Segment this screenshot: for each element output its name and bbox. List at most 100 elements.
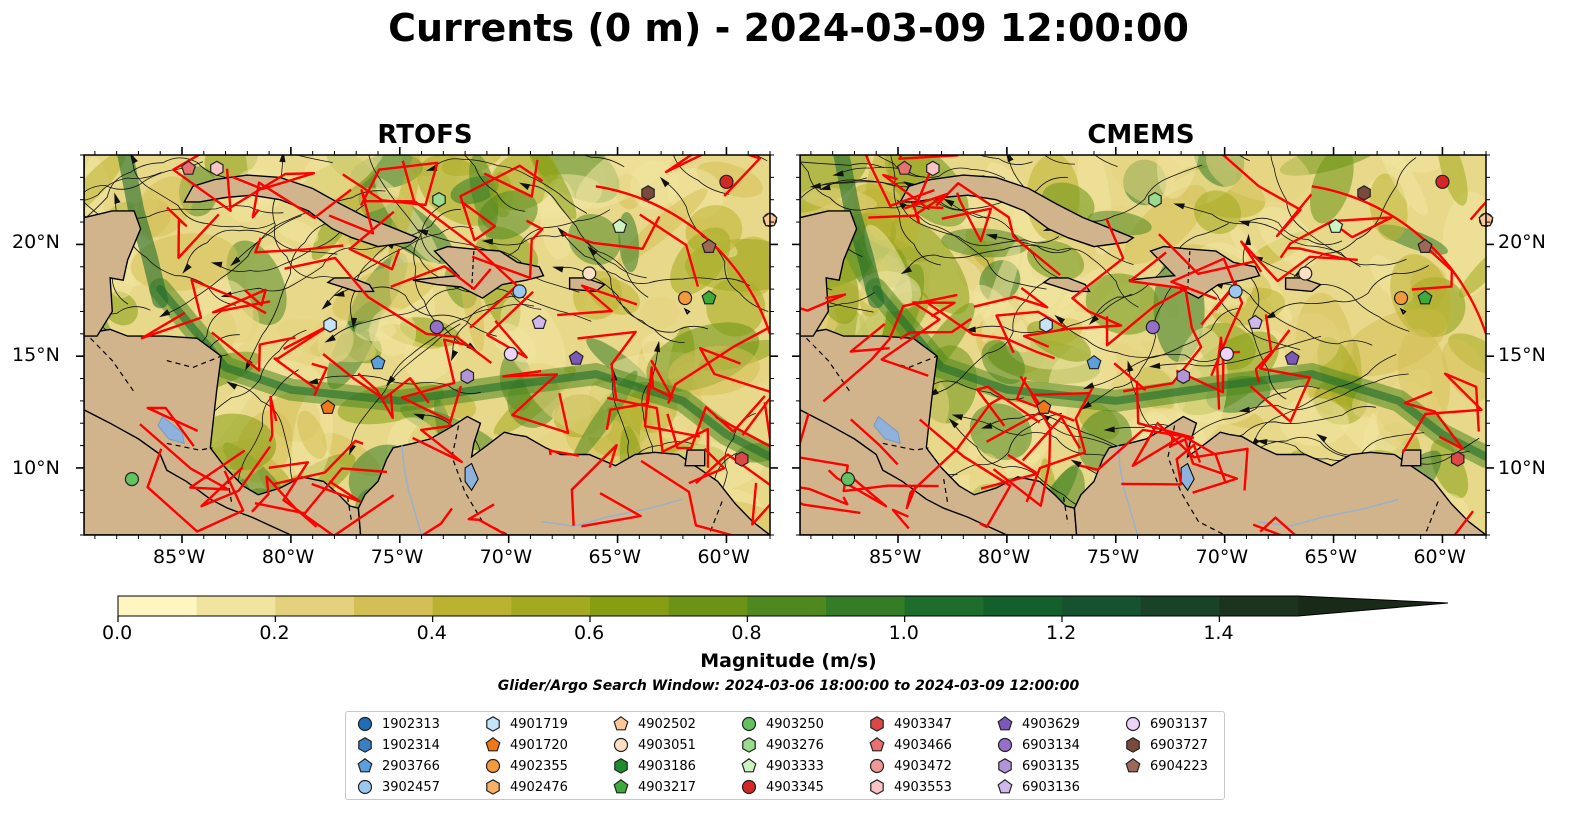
land-yucatan bbox=[800, 155, 858, 337]
legend-marker-icon bbox=[741, 758, 757, 773]
river bbox=[401, 445, 423, 535]
land-isles bbox=[1399, 307, 1407, 315]
float-marker-4903217 bbox=[701, 290, 717, 305]
map-frame bbox=[799, 154, 1487, 536]
legend-marker-4902355 bbox=[485, 758, 501, 774]
y-tick-label-right: 20°N bbox=[1498, 231, 1546, 253]
float-marker-4903217 bbox=[1417, 290, 1433, 305]
legend-label: 6903727 bbox=[1150, 737, 1208, 753]
colorbar-extend-arrow bbox=[1298, 596, 1448, 616]
legend-label: 4903250 bbox=[766, 716, 824, 732]
country-border bbox=[882, 442, 929, 451]
colorbar-bin bbox=[826, 596, 906, 616]
float-marker-4903553 bbox=[926, 160, 940, 177]
legend-label: 4903553 bbox=[894, 779, 952, 795]
legend-label: 4903186 bbox=[638, 758, 696, 774]
legend-marker-icon bbox=[870, 716, 884, 732]
legend-marker-icon bbox=[486, 716, 500, 732]
x-tick-label: 65°W bbox=[588, 546, 642, 568]
boundary-lines bbox=[800, 155, 1486, 535]
legend-marker-4903629 bbox=[997, 716, 1013, 731]
float-marker-4903051 bbox=[582, 266, 597, 281]
float-markers bbox=[124, 160, 778, 487]
land-centralAmerica bbox=[800, 155, 1078, 535]
x-tick-label: 85°W bbox=[869, 546, 922, 568]
legend-item: 6903136 bbox=[996, 777, 1080, 797]
legend-item: 4903276 bbox=[740, 735, 824, 755]
float-marker-6903135 bbox=[460, 368, 475, 385]
colorbar-tick-label: 0.2 bbox=[259, 622, 290, 644]
legend-marker-icon bbox=[357, 716, 373, 732]
legend-marker-icon bbox=[869, 737, 885, 752]
x-tick-label: 75°W bbox=[1086, 546, 1140, 568]
legend-marker-4903051 bbox=[613, 737, 629, 753]
legend-item: 4902355 bbox=[484, 756, 568, 776]
float-marker-2903766 bbox=[1086, 354, 1102, 370]
legend-marker-4902502 bbox=[613, 716, 629, 731]
legend-item: 4901719 bbox=[484, 714, 568, 734]
float-marker-4903333 bbox=[1328, 218, 1344, 233]
country-border bbox=[1062, 496, 1069, 524]
legend-label: 4903051 bbox=[638, 737, 696, 753]
colorbar-tick-label: 0.6 bbox=[574, 622, 605, 644]
river bbox=[1257, 498, 1400, 527]
colorbar-bin bbox=[196, 596, 276, 616]
legend-marker-4903217 bbox=[613, 779, 629, 794]
x-tick-label: 65°W bbox=[1304, 546, 1358, 568]
country-border bbox=[451, 425, 509, 535]
legend-label: 6903137 bbox=[1150, 716, 1208, 732]
float-marker-4903345 bbox=[719, 174, 734, 189]
float-marker-3902457 bbox=[1228, 284, 1243, 299]
colorbar-bin bbox=[668, 596, 748, 616]
float-marker-4901719 bbox=[1039, 317, 1053, 333]
x-tick-label: 60°W bbox=[1413, 546, 1466, 568]
legend-item: 4903347 bbox=[868, 714, 952, 734]
x-tick-label: 75°W bbox=[370, 546, 424, 568]
float-marker-6903136 bbox=[1247, 314, 1263, 329]
float-marker-4903333 bbox=[612, 218, 628, 233]
legend-item: 4903629 bbox=[996, 714, 1080, 734]
legend-marker-icon bbox=[357, 758, 373, 773]
land-jamaica bbox=[1042, 277, 1091, 293]
colorbar-bin bbox=[1062, 596, 1142, 616]
legend-marker-1902313 bbox=[357, 716, 373, 732]
legend-item: 6903135 bbox=[996, 756, 1080, 776]
legend-marker-icon bbox=[613, 779, 629, 794]
legend-marker-4903186 bbox=[614, 758, 628, 774]
colorbar-bin bbox=[354, 596, 434, 616]
legend-marker-6903134 bbox=[997, 737, 1013, 753]
float-marker-4903347 bbox=[734, 451, 749, 467]
colorbar-outline bbox=[117, 595, 1449, 617]
legend-marker-4902476 bbox=[486, 779, 500, 795]
legend-marker-icon bbox=[870, 779, 884, 795]
legend-label: 4901719 bbox=[510, 716, 568, 732]
legend-label: 4903333 bbox=[766, 758, 824, 774]
y-tick-label: 15°N bbox=[12, 344, 60, 366]
legend-label: 1902313 bbox=[382, 716, 440, 732]
country-border bbox=[166, 442, 213, 451]
legend-marker-icon bbox=[613, 716, 629, 731]
legend-item: 4903345 bbox=[740, 777, 824, 797]
colorbar-tick-label: 0.8 bbox=[731, 622, 762, 644]
country-border bbox=[90, 337, 135, 393]
legend-label: 6904223 bbox=[1150, 758, 1208, 774]
y-tick-label-right: 15°N bbox=[1498, 344, 1546, 366]
colorbar-bin bbox=[590, 596, 670, 616]
float-marker-4903347 bbox=[1450, 451, 1465, 467]
float-marker-4903276 bbox=[1148, 191, 1162, 208]
land-trinidad bbox=[684, 449, 706, 467]
panel-title-rtofs: RTOFS bbox=[377, 120, 473, 150]
colorbar-bin bbox=[118, 596, 198, 616]
legend-label: 1902314 bbox=[382, 737, 440, 753]
legend-label: 4902355 bbox=[510, 758, 568, 774]
colorbar-label: Magnitude (m/s) bbox=[700, 650, 877, 672]
map-panel-cmems bbox=[792, 147, 1494, 543]
legend-item: 2903766 bbox=[356, 756, 440, 776]
country-border bbox=[1424, 501, 1439, 535]
country-border bbox=[806, 337, 851, 393]
legend-marker-icon bbox=[1125, 716, 1141, 732]
x-tick-label: 70°W bbox=[1195, 546, 1249, 568]
legend-marker-icon bbox=[485, 737, 501, 752]
legend-marker-6903136 bbox=[997, 779, 1013, 794]
float-marker-6903134 bbox=[429, 320, 444, 335]
